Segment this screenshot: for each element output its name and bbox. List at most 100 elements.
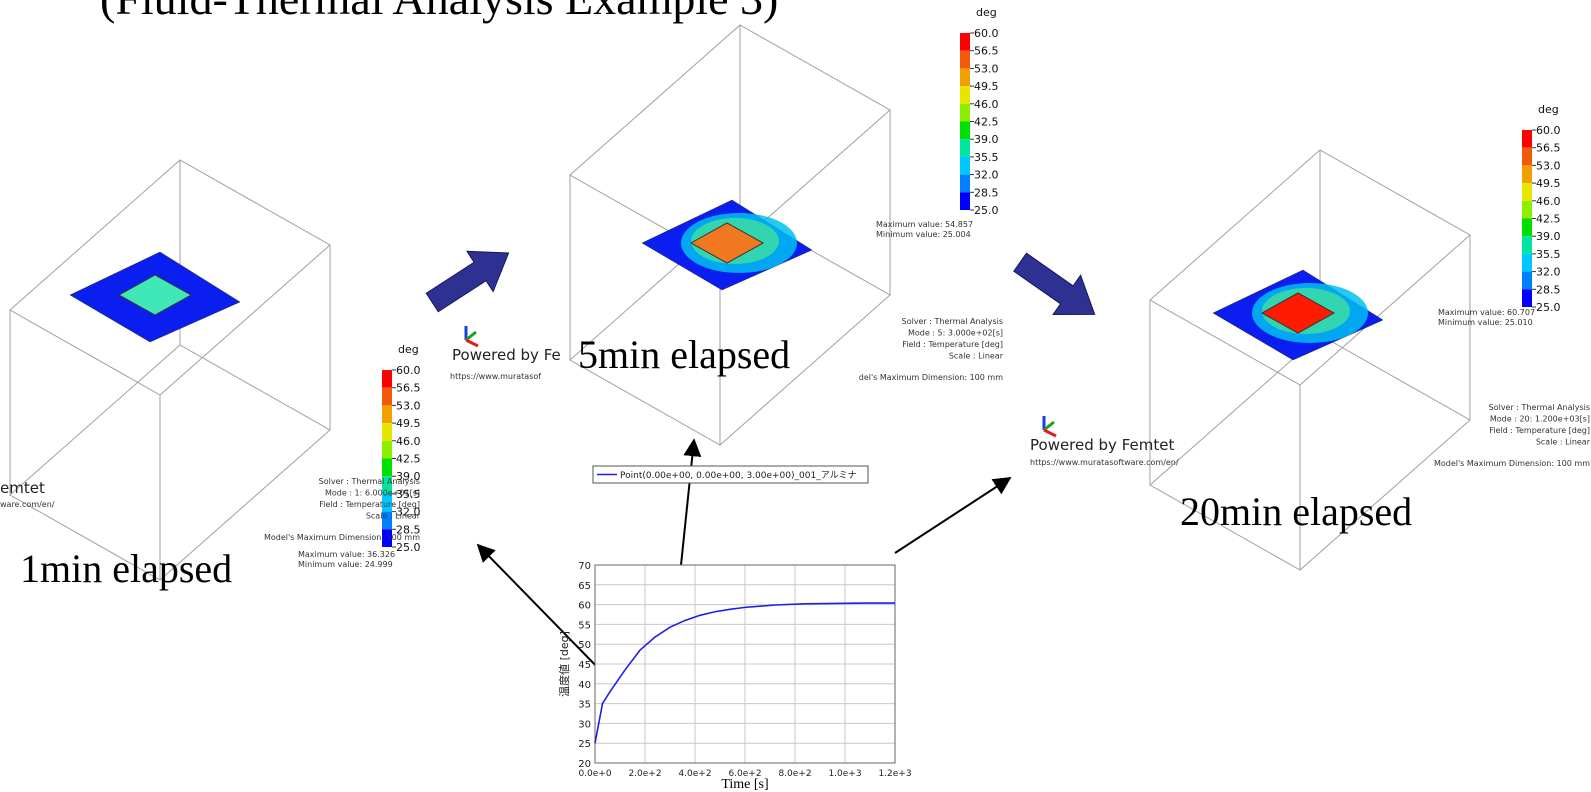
colorbar-label: 53.0	[1536, 159, 1561, 172]
colorbar-label: 39.0	[1536, 230, 1561, 243]
colorbar-label: 46.0	[1536, 195, 1561, 208]
y-tick-label: 30	[578, 719, 591, 730]
colorbar-segment	[1522, 289, 1532, 307]
colorbar-segment	[382, 423, 392, 441]
brand-url: https://www.muratasof	[450, 372, 541, 381]
x-tick-label: 1.2e+3	[878, 769, 911, 779]
colorbar-label: 25.0	[396, 541, 421, 554]
y-tick-label: 65	[578, 581, 591, 592]
pointer-arrow	[681, 440, 694, 565]
y-tick-label: 70	[578, 561, 591, 572]
colorbar-segment	[1522, 201, 1532, 219]
colorbar-segment	[1522, 183, 1532, 201]
page: {"slide": {"title": "(Fluid-Thermal Anal…	[0, 0, 1591, 792]
caption: 1min elapsed	[20, 546, 232, 591]
solver-info: Solver : Thermal Analysis	[1489, 403, 1590, 412]
solver-info: Field : Temperature [deg]	[1489, 426, 1590, 435]
caption: 20min elapsed	[1180, 489, 1412, 534]
colorbar-segment	[382, 370, 392, 388]
colorbar-label: 25.0	[1536, 301, 1561, 314]
colorbar-segment	[960, 139, 970, 157]
slide-title: (Fluid-Thermal Analysis Example 3)	[100, 0, 778, 24]
brand: Powered by Femtet	[1030, 436, 1174, 454]
y-tick-label: 45	[578, 660, 591, 671]
solver-info: Scale : Linear	[1536, 438, 1591, 447]
y-tick-label: 60	[578, 601, 591, 612]
colorbar-label: 25.0	[974, 204, 999, 217]
x-tick-label: 8.0e+2	[778, 769, 811, 779]
solver-info: Mode : 1: 6.000e+01[s]	[325, 489, 420, 498]
colorbar-segment	[960, 33, 970, 51]
max-value: Maximum value: 36.326	[298, 550, 395, 559]
colorbar-label: 46.0	[396, 435, 421, 448]
colorbar-label: 60.0	[1536, 124, 1561, 137]
x-tick-label: 4.0e+2	[678, 769, 711, 779]
max-value: Maximum value: 54.857	[876, 220, 973, 229]
min-value: Minimum value: 25.004	[876, 230, 971, 239]
solver-info: Scale : Linear	[366, 512, 421, 521]
solver-info: Field : Temperature [deg]	[902, 340, 1003, 349]
pointer-arrow	[895, 478, 1010, 553]
colorbar-label: 53.0	[396, 399, 421, 412]
colorbar-label: 53.0	[974, 62, 999, 75]
solver-info: Mode : 5: 3.000e+02[s]	[908, 329, 1003, 338]
y-axis-label: 温度値 [deg]	[557, 631, 571, 697]
colorbar-label: 56.5	[396, 382, 421, 395]
colorbar-label: 39.0	[974, 133, 999, 146]
colorbar-segment	[1522, 219, 1532, 237]
colorbar-label: 49.5	[1536, 177, 1561, 190]
slide: (Fluid-Thermal Analysis Example 3) deg 60…	[0, 0, 1591, 792]
colorbar-label: 49.5	[396, 417, 421, 430]
max-value: Maximum value: 60.707	[1438, 308, 1535, 317]
model-box	[1150, 335, 1470, 570]
colorbar-segment	[960, 86, 970, 104]
colorbar-label: 42.5	[396, 453, 421, 466]
colorbar-segment	[960, 68, 970, 86]
min-value: Minimum value: 25.010	[1438, 318, 1533, 327]
model-dimension: Model's Maximum Dimension: 100 mm	[264, 533, 420, 542]
colorbar-segment	[382, 388, 392, 406]
colorbar-segment	[960, 122, 970, 140]
y-tick-label: 55	[578, 620, 591, 631]
colorbar-segment	[382, 459, 392, 477]
colorbar-segment	[1522, 165, 1532, 183]
colorbar-segment	[382, 441, 392, 459]
colorbar-segment	[1522, 272, 1532, 290]
solver-info: Solver : Thermal Analysis	[319, 477, 420, 486]
model-dimension: Model's Maximum Dimension: 100 mm	[1434, 459, 1590, 468]
solver-info: Scale : Linear	[949, 352, 1004, 361]
brand-url: ware.com/en/	[0, 500, 55, 509]
colorbar-unit: deg	[398, 343, 419, 356]
colorbar-unit: deg	[1538, 103, 1559, 116]
colorbar-label: 28.5	[1536, 283, 1561, 296]
model-dimension: del's Maximum Dimension: 100 mm	[859, 373, 1003, 382]
solver-info: Mode : 20: 1.200e+03[s]	[1490, 415, 1590, 424]
colorbar-label: 42.5	[974, 116, 999, 129]
colorbar-label: 28.5	[974, 186, 999, 199]
colorbar-segment	[960, 192, 970, 210]
brand: Powered by Fe	[452, 346, 561, 364]
progress-arrow	[419, 233, 521, 323]
colorbar-label: 35.5	[1536, 248, 1561, 261]
colorbar-segment	[1522, 148, 1532, 166]
x-tick-label: 2.0e+2	[628, 769, 661, 779]
y-tick-label: 35	[578, 700, 591, 711]
colorbar-label: 42.5	[1536, 213, 1561, 226]
colorbar-unit: deg	[976, 6, 997, 19]
solver-info: Field : Temperature [deg]	[319, 500, 420, 509]
model-box	[10, 345, 330, 580]
colorbar-label: 32.0	[974, 169, 999, 182]
colorbar-label: 49.5	[974, 80, 999, 93]
colorbar-segment	[1522, 254, 1532, 272]
colorbar-label: 56.5	[974, 45, 999, 58]
colorbar-label: 60.0	[974, 27, 999, 40]
caption: 5min elapsed	[578, 332, 790, 377]
brand-url: https://www.muratasoftware.com/en/	[1030, 458, 1179, 467]
brand: emtet	[0, 479, 45, 497]
min-value: Minimum value: 24.999	[298, 560, 393, 569]
solver-info: Solver : Thermal Analysis	[902, 317, 1003, 326]
colorbar-label: 56.5	[1536, 142, 1561, 155]
x-tick-label: 0.0e+0	[578, 769, 611, 779]
colorbar-segment	[382, 405, 392, 423]
x-tick-label: 1.0e+3	[828, 769, 861, 779]
